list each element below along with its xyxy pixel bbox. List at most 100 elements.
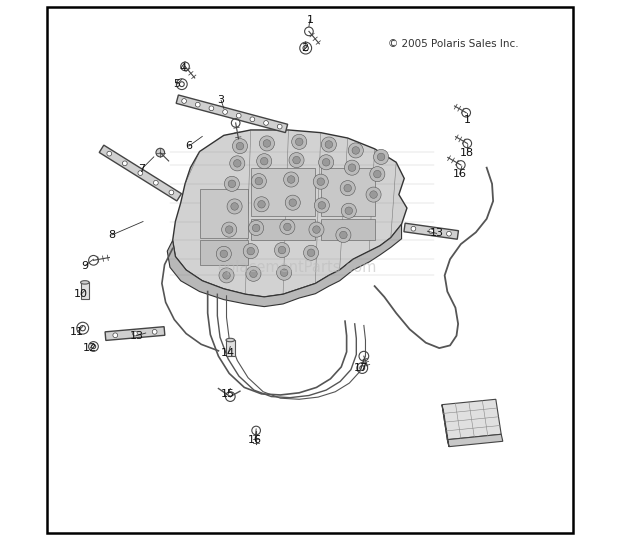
Ellipse shape: [226, 338, 234, 342]
Circle shape: [250, 117, 255, 122]
Circle shape: [209, 106, 214, 111]
Circle shape: [227, 199, 242, 214]
Circle shape: [374, 170, 381, 178]
Circle shape: [156, 148, 164, 157]
Circle shape: [231, 202, 238, 210]
Text: eplacementParts.com: eplacementParts.com: [217, 260, 376, 275]
Circle shape: [223, 110, 228, 114]
Circle shape: [230, 156, 245, 171]
Circle shape: [243, 244, 259, 259]
Circle shape: [289, 153, 304, 167]
Circle shape: [226, 226, 233, 233]
Polygon shape: [176, 95, 288, 133]
Text: 18: 18: [460, 147, 474, 158]
Circle shape: [122, 161, 127, 166]
Circle shape: [374, 150, 389, 165]
Circle shape: [289, 199, 296, 206]
Circle shape: [277, 265, 291, 280]
Polygon shape: [99, 145, 182, 201]
Polygon shape: [442, 399, 501, 440]
Circle shape: [304, 245, 319, 260]
Circle shape: [275, 242, 290, 258]
Text: 2: 2: [301, 43, 308, 53]
Circle shape: [251, 173, 267, 188]
Ellipse shape: [81, 281, 89, 284]
Circle shape: [446, 231, 451, 236]
Circle shape: [340, 180, 355, 195]
Polygon shape: [442, 404, 449, 447]
Circle shape: [312, 226, 321, 233]
Text: 4: 4: [180, 63, 187, 73]
Circle shape: [247, 247, 255, 255]
Circle shape: [429, 229, 433, 234]
Polygon shape: [448, 434, 503, 447]
FancyBboxPatch shape: [250, 219, 316, 240]
Circle shape: [319, 155, 334, 170]
Circle shape: [264, 120, 268, 125]
Text: 3: 3: [218, 96, 224, 105]
Circle shape: [288, 176, 295, 183]
Circle shape: [336, 227, 351, 242]
Circle shape: [232, 139, 247, 154]
Circle shape: [257, 154, 272, 168]
Circle shape: [283, 223, 291, 231]
Circle shape: [259, 136, 275, 151]
Circle shape: [344, 184, 352, 192]
Circle shape: [195, 102, 200, 107]
Circle shape: [296, 138, 303, 146]
Circle shape: [107, 151, 112, 156]
Circle shape: [378, 153, 385, 161]
Circle shape: [314, 198, 329, 213]
Circle shape: [250, 270, 257, 278]
Circle shape: [222, 222, 237, 237]
FancyBboxPatch shape: [200, 189, 248, 238]
Bar: [81, 282, 89, 299]
Circle shape: [182, 99, 187, 103]
Circle shape: [219, 268, 234, 283]
Circle shape: [348, 143, 363, 158]
Text: 13: 13: [130, 330, 144, 341]
Circle shape: [309, 222, 324, 237]
Text: 1: 1: [306, 15, 314, 24]
Text: 9: 9: [81, 261, 89, 271]
Polygon shape: [172, 130, 407, 297]
FancyBboxPatch shape: [200, 240, 248, 265]
Circle shape: [280, 219, 295, 234]
Circle shape: [370, 191, 378, 198]
Circle shape: [317, 178, 324, 185]
Circle shape: [234, 160, 241, 167]
Circle shape: [366, 187, 381, 202]
Text: © 2005 Polaris Sales Inc.: © 2005 Polaris Sales Inc.: [388, 39, 519, 49]
Circle shape: [345, 160, 360, 175]
Circle shape: [291, 134, 307, 150]
Circle shape: [260, 158, 268, 165]
Text: 14: 14: [221, 348, 235, 359]
Text: 8: 8: [108, 230, 115, 240]
Circle shape: [169, 190, 174, 195]
Circle shape: [154, 180, 158, 185]
Text: 15: 15: [221, 389, 235, 399]
Text: 16: 16: [248, 435, 262, 444]
Circle shape: [252, 224, 260, 232]
Circle shape: [258, 200, 265, 208]
Circle shape: [280, 269, 288, 276]
Circle shape: [133, 331, 137, 336]
Circle shape: [340, 231, 347, 239]
Text: 17: 17: [354, 363, 368, 373]
Circle shape: [255, 177, 263, 185]
Circle shape: [220, 250, 228, 258]
Circle shape: [249, 220, 264, 235]
Text: 1: 1: [464, 115, 471, 125]
Polygon shape: [105, 327, 165, 340]
Circle shape: [283, 172, 299, 187]
Circle shape: [138, 171, 143, 176]
Circle shape: [236, 113, 241, 118]
Circle shape: [153, 329, 157, 334]
Circle shape: [322, 159, 330, 166]
Circle shape: [263, 140, 271, 147]
Text: 16: 16: [453, 169, 467, 179]
Text: 7: 7: [138, 164, 146, 174]
Text: 10: 10: [74, 289, 88, 299]
Circle shape: [228, 180, 236, 187]
Circle shape: [278, 246, 286, 254]
